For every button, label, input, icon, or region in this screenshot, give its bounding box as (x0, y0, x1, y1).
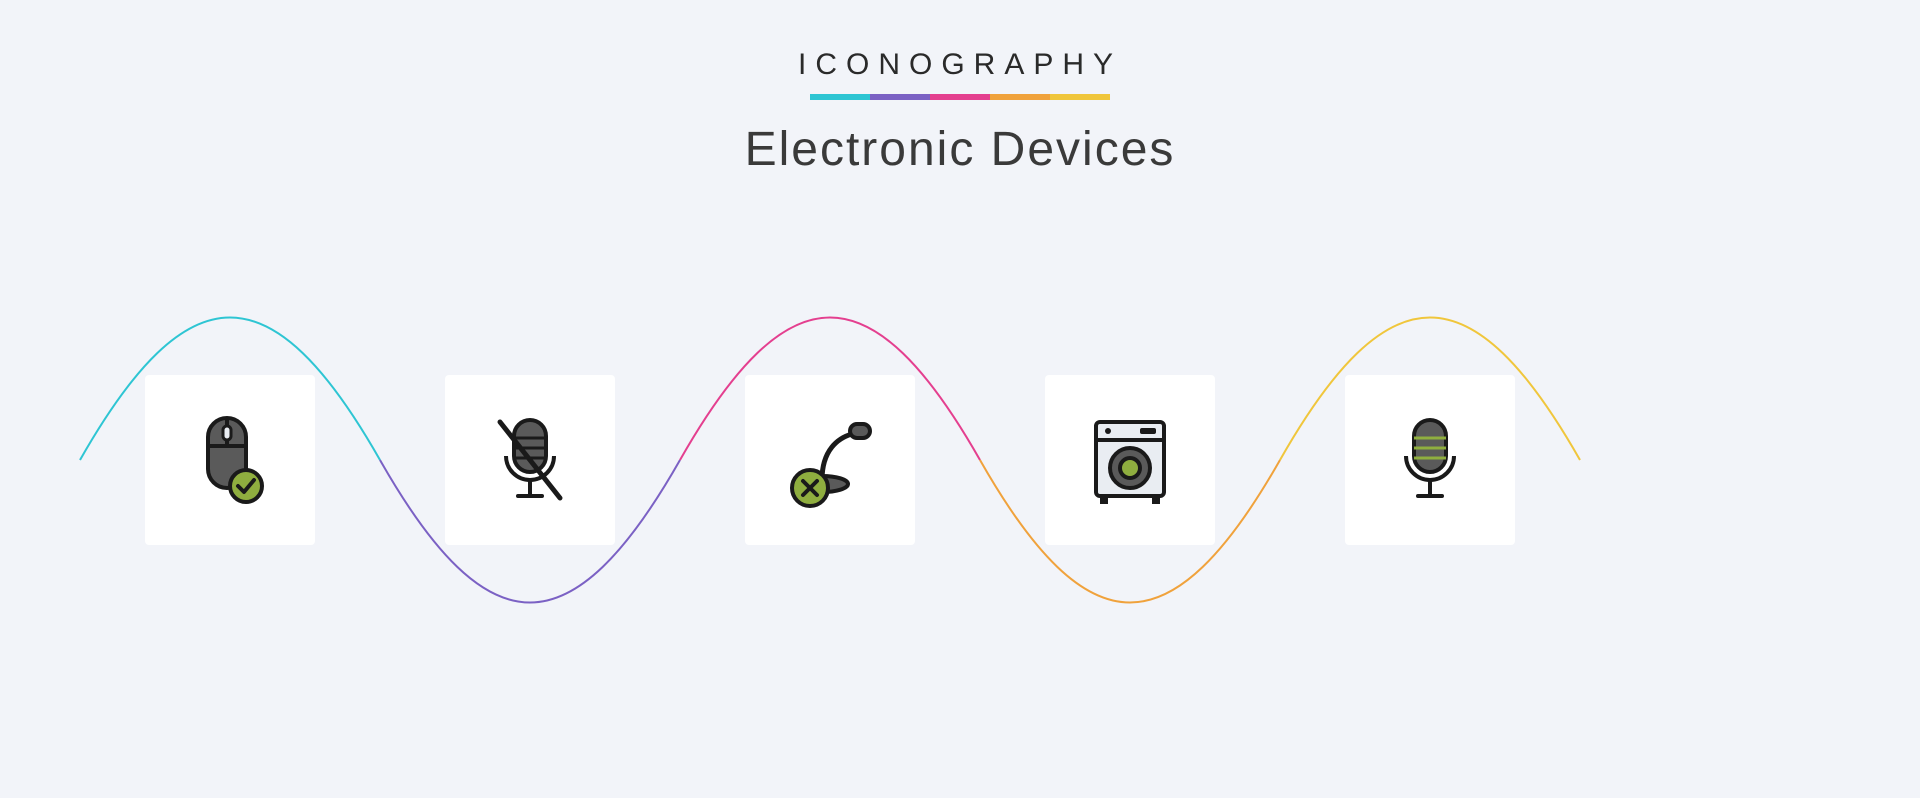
icon-card (745, 375, 915, 545)
icon-card (145, 375, 315, 545)
stripe-seg (1050, 94, 1110, 100)
brand-stripe (810, 94, 1110, 100)
subtitle-text: Electronic Devices (0, 122, 1920, 177)
stripe-seg (870, 94, 930, 100)
microphone-icon (1380, 410, 1480, 510)
stripe-seg (990, 94, 1050, 100)
washing-machine-icon (1080, 410, 1180, 510)
icon-card (1045, 375, 1215, 545)
stripe-seg (930, 94, 990, 100)
header: ICONOGRAPHY Electronic Devices (0, 48, 1920, 177)
stripe-seg (810, 94, 870, 100)
brand-text: ICONOGRAPHY (0, 48, 1920, 82)
mouse-check-icon (180, 410, 280, 510)
mic-muted-slash-icon (480, 410, 580, 510)
icon-card (1345, 375, 1515, 545)
icon-card (445, 375, 615, 545)
desk-mic-remove-icon (780, 410, 880, 510)
